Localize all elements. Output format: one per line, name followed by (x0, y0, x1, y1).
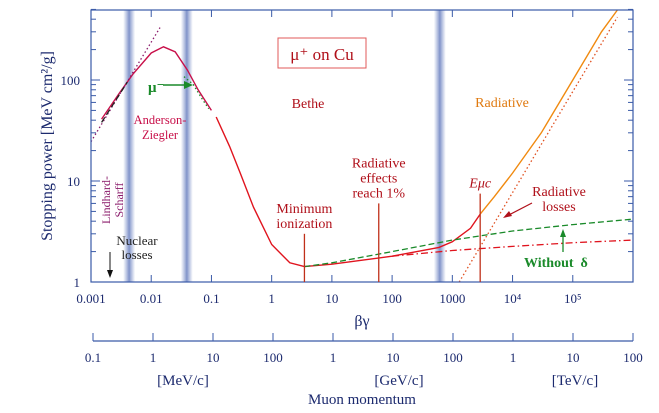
momentum-tick-label: 0.1 (85, 350, 101, 365)
series-radiative (479, 9, 618, 215)
x-axis-label: βγ (354, 313, 369, 330)
momentum-tick-label: 1 (150, 350, 157, 365)
marker-label: Eμc (468, 177, 492, 192)
series-lindhard-scharff-dashed- (101, 81, 128, 123)
label-mu-minus: μ⁻ (148, 80, 164, 96)
title-box (277, 37, 367, 69)
radiative-losses-arrow-icon (503, 202, 533, 218)
label-radiative-losses-2: losses (542, 200, 575, 215)
x-tick-label: 0.1 (203, 291, 219, 306)
transition-band (123, 10, 136, 282)
x-tick-label: 0.001 (76, 291, 105, 306)
nuclear-arrow-icon (107, 252, 113, 278)
x-tick-label: 0.01 (140, 291, 163, 306)
momentum-tick-label: 1 (510, 350, 517, 365)
series-without- (304, 218, 634, 268)
momentum-tick-label: 10 (387, 350, 400, 365)
label-without-delta: Without δ (524, 256, 588, 271)
label-nuclear-2: losses (121, 247, 152, 262)
transition-band (180, 10, 193, 282)
momentum-tick-label: 100 (443, 350, 463, 365)
momentum-axis-label: Muon momentum (308, 392, 416, 408)
y-tick-label: 1 (74, 275, 81, 290)
y-tick-label: 10 (67, 174, 80, 189)
plot-frame (90, 9, 634, 283)
label-bethe: Bethe (292, 97, 325, 112)
x-tick-label: 10⁴ (504, 291, 522, 306)
marker-label: effects (360, 171, 397, 186)
x-tick-label: 1 (268, 291, 275, 306)
mu-minus-arrow-icon (163, 81, 193, 89)
series-- (183, 76, 210, 110)
x-tick-label: 10 (325, 291, 338, 306)
label-radiative-losses-1: Radiative (532, 185, 586, 200)
x-tick-label: 100 (382, 291, 402, 306)
momentum-tick-label: 10 (207, 350, 220, 365)
momentum-tick-label: 100 (623, 350, 643, 365)
momentum-tick-label: 10 (567, 350, 580, 365)
without-delta-arrow-icon (560, 229, 566, 252)
marker-label: Radiative (352, 156, 406, 171)
transition-band (433, 10, 446, 282)
marker-label: Minimum (276, 202, 332, 217)
label-radiative: Radiative (475, 96, 529, 111)
x-tick-label: 1000 (439, 291, 465, 306)
marker-label: ionization (276, 217, 332, 232)
series-radiative-losses (458, 16, 618, 283)
series-bethe-with-density-effect (392, 239, 634, 257)
chart-title: μ⁺ on Cu (290, 45, 354, 64)
y-tick-label: 100 (61, 73, 81, 88)
unit-tev: [TeV/c] (552, 373, 598, 389)
label-anderson-1: Anderson- (134, 113, 187, 127)
label-lindhard-1: Lindhard- (99, 176, 113, 224)
marker-label: reach 1% (353, 186, 406, 201)
momentum-tick-label: 100 (263, 350, 283, 365)
label-anderson-2: Ziegler (142, 128, 179, 142)
label-lindhard-2: Scharff (112, 182, 126, 217)
label-nuclear-1: Nuclear (116, 233, 158, 248)
momentum-tick-label: 1 (330, 350, 337, 365)
unit-mev: [MeV/c] (157, 373, 209, 389)
y-axis-label: Stopping power [MeV cm²/g] (39, 51, 56, 241)
x-tick-label: 10⁵ (564, 291, 582, 306)
unit-gev: [GeV/c] (374, 373, 423, 389)
